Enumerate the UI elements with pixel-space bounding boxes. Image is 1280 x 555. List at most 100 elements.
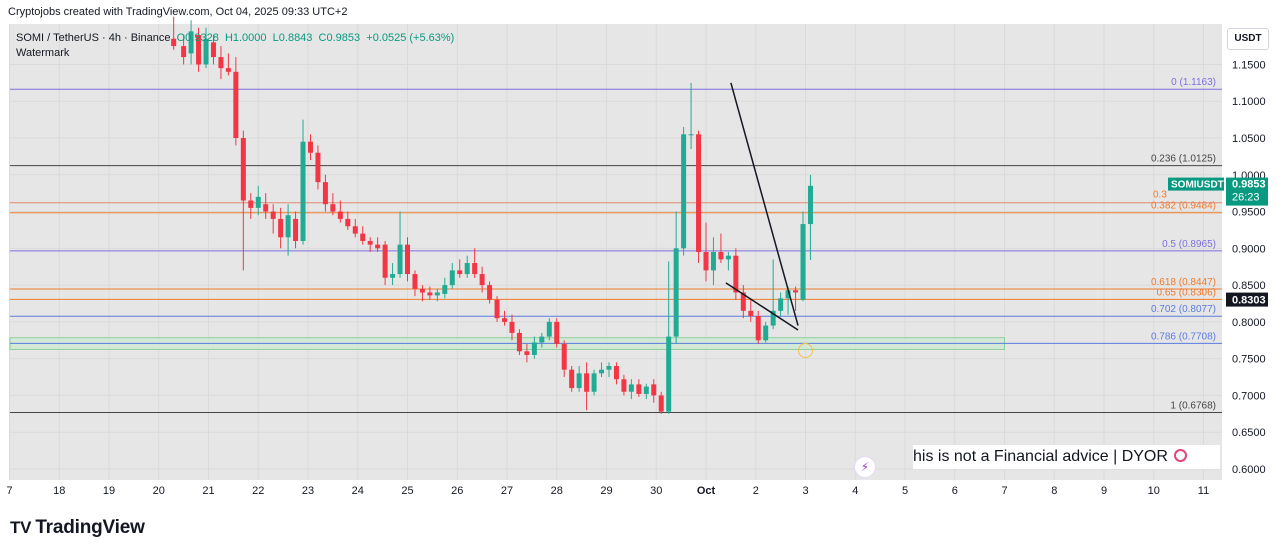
price-axis: 0.6000 0.6500 0.7000 0.7500 0.8000 0.8500 0.90… <box>1232 59 1266 476</box>
candle-body <box>763 325 769 341</box>
time-tick-label: 5 <box>902 485 908 497</box>
time-tick-label: 21 <box>202 485 214 497</box>
fib-label: 0.786 (0.7708) <box>1151 331 1216 342</box>
candle-body <box>285 215 291 238</box>
candle-body <box>337 211 343 219</box>
legend-change: +0.0525 (+5.63%) <box>366 32 455 44</box>
candle-body <box>785 290 791 299</box>
candle-body <box>255 196 261 208</box>
brand-text: TradingView <box>35 517 145 538</box>
candle-body <box>397 244 403 275</box>
candle-body <box>225 68 231 72</box>
candle-body <box>457 270 463 275</box>
legend-line: SOMI / TetherUS · 4h · Binance O0.9328 H… <box>16 31 454 46</box>
candle-body <box>293 218 299 241</box>
price-tick-label: 0.7500 <box>1232 354 1266 366</box>
time-tick-label: 23 <box>302 485 314 497</box>
candle-body <box>300 141 306 241</box>
legend-open: O0.9328 <box>176 32 219 44</box>
candle-body <box>278 218 284 238</box>
candle-body <box>502 318 508 322</box>
candle-body <box>449 270 455 286</box>
tradingview-logo[interactable]: TV TradingView <box>10 517 145 539</box>
candle-body <box>666 336 672 412</box>
candle-body <box>807 185 813 225</box>
candle-body <box>584 373 590 392</box>
symbol-tag-label: SOMIUSDT <box>1171 180 1224 191</box>
candle-body <box>688 134 694 136</box>
candle-body <box>360 233 366 241</box>
last-price-label: 0.9853 <box>1232 179 1266 191</box>
price-tick-label: 0.6500 <box>1232 427 1266 439</box>
time-tick-label: 22 <box>252 485 264 497</box>
candle-body <box>181 46 187 58</box>
candle-body <box>218 57 224 69</box>
candle-body <box>196 35 202 65</box>
legend-watermark: Watermark <box>16 47 70 59</box>
candle-body <box>740 292 746 311</box>
candle-body <box>233 71 239 138</box>
candle-body <box>345 218 351 227</box>
candle-body <box>778 298 784 311</box>
price-tick-label: 0.9000 <box>1232 243 1266 255</box>
candle-body <box>800 224 806 300</box>
candle-body <box>554 321 560 344</box>
price-tick-label: 1.1500 <box>1232 59 1266 71</box>
candle-body <box>725 255 731 260</box>
legend-symbol: SOMI / TetherUS · 4h · Binance <box>16 32 171 44</box>
tv-logo-icon: TV <box>10 518 32 537</box>
candle-body <box>307 141 313 153</box>
candle-body <box>367 240 373 245</box>
flash-icon[interactable]: ⚡ <box>854 456 876 478</box>
fib-label: 0.236 (1.0125) <box>1151 154 1216 165</box>
time-tick-label: 29 <box>600 485 612 497</box>
price-tick-label: 0.9500 <box>1232 207 1266 219</box>
time-tick-label: 3 <box>802 485 808 497</box>
time-tick-label: 7 <box>6 485 12 497</box>
fib-label: 0 (1.1163) <box>1171 77 1216 88</box>
fib-label: 0.65 (0.8306) <box>1157 287 1217 298</box>
symbol-tag-bg <box>1168 177 1224 191</box>
candle-body <box>651 384 657 396</box>
disclaimer-banner: his is not a Financial advice | DYOR <box>913 445 1220 469</box>
candle-body <box>643 386 649 394</box>
candle-body <box>487 285 493 300</box>
fib-label: 0.382 (0.9484) <box>1151 201 1216 212</box>
candle-body <box>464 263 470 275</box>
time-axis: 7 18 19 20 21 22 23 24 25 26 27 28 29 30 Oct 2 3 4 5 6 7 8 9 10… <box>6 485 1209 497</box>
time-tick-label: 19 <box>103 485 115 497</box>
candle-body <box>263 204 269 212</box>
candle-body <box>770 310 776 326</box>
fib-label: 0.618 (0.8447) <box>1151 277 1216 288</box>
candle-body <box>494 299 500 319</box>
candle-body <box>613 366 619 380</box>
candle-body <box>210 42 216 58</box>
marker-circle <box>798 343 813 359</box>
price-tick-label: 1.0500 <box>1232 133 1266 145</box>
candle-body <box>681 134 687 249</box>
candle-body <box>539 336 545 343</box>
candle-body <box>748 310 754 316</box>
candle-body <box>188 31 194 54</box>
candle-body <box>658 395 664 412</box>
price-tick-label: 0.8500 <box>1232 280 1266 292</box>
candle-body <box>315 152 321 183</box>
fib-label: 1 (0.6768) <box>1170 400 1216 411</box>
time-tick-label: 25 <box>401 485 413 497</box>
candle-body <box>322 182 328 205</box>
currency-button[interactable]: USDT <box>1227 28 1269 50</box>
time-tick-label: 11 <box>1198 485 1209 497</box>
candle-body <box>576 373 582 389</box>
time-tick-label: 6 <box>952 485 958 497</box>
candle-body <box>509 321 515 333</box>
legend-close: C0.9853 <box>318 32 361 44</box>
trendline <box>725 282 799 331</box>
candle-body <box>472 263 478 275</box>
price-tick-label: 0.6000 <box>1232 464 1266 476</box>
price-tick-label: 0.8000 <box>1232 317 1266 329</box>
candle-body <box>621 379 627 392</box>
candle-body <box>628 384 634 392</box>
fib-label-partial: 0.3 <box>1153 190 1167 201</box>
